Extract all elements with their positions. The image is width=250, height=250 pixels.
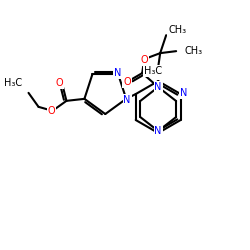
Text: N: N (124, 95, 131, 105)
Text: O: O (48, 106, 55, 116)
Text: CH₃: CH₃ (184, 46, 202, 56)
Text: H₃C: H₃C (4, 78, 22, 88)
Text: N: N (180, 88, 187, 98)
Text: N: N (154, 126, 162, 136)
Text: N: N (114, 68, 121, 78)
Text: O: O (124, 77, 131, 87)
Text: N: N (154, 82, 162, 92)
Text: O: O (140, 55, 148, 65)
Text: H₃C: H₃C (144, 66, 162, 76)
Text: O: O (56, 78, 63, 88)
Text: CH₃: CH₃ (168, 25, 186, 35)
